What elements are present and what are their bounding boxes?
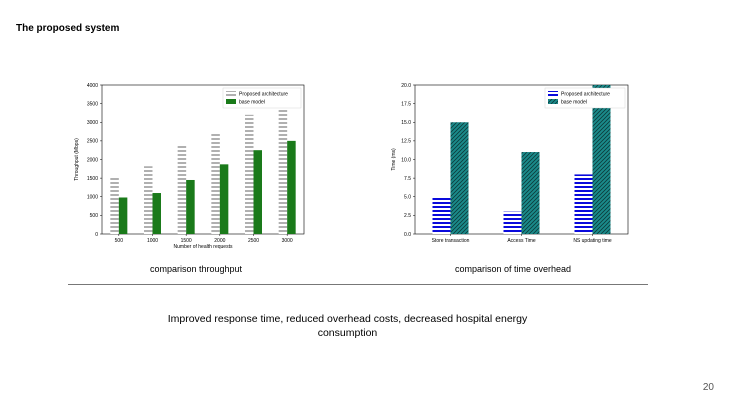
bar-proposed-architecture-2000 [211, 132, 220, 234]
bar-proposed-architecture-ns-updating-time [574, 174, 593, 234]
bar-base-model-500 [118, 197, 128, 234]
y-tick-label: 12.5 [401, 139, 411, 145]
y-tick-label: 20.0 [401, 83, 411, 89]
bar-proposed-architecture-1500 [177, 144, 187, 234]
time-overhead-chart: 0.0 2.5 5.0 7.5 10.0 12.5 15.0 17.5 20.0 Store tr… [391, 83, 629, 244]
legend-swatch [548, 99, 558, 104]
y-tick-label: 3500 [87, 101, 98, 107]
x-tick-label: Access Time [507, 238, 536, 244]
x-tick-label: 2500 [248, 238, 259, 244]
y-axis-label: Time (ms) [391, 148, 397, 171]
x-axis-label: Number of health requests [174, 244, 233, 250]
summary-text: Improved response time, reduced overhead… [167, 313, 528, 339]
legend-box [222, 87, 302, 109]
legend-swatch [226, 91, 236, 96]
legend-swatch [548, 91, 558, 96]
bar-base-model-3000 [287, 140, 296, 234]
y-tick-label: 10.0 [401, 157, 411, 163]
page-number: 20 [702, 382, 714, 393]
y-tick-label: 17.5 [401, 101, 411, 107]
bar-base-model-2000 [219, 164, 229, 234]
bar-proposed-architecture-access-time [503, 211, 522, 234]
y-tick-label: 1000 [87, 195, 98, 201]
legend-label: base model [561, 99, 587, 105]
bar-base-model-1000 [152, 193, 161, 234]
bar-proposed-architecture-2500 [245, 114, 254, 234]
x-tick-label: 500 [115, 238, 124, 244]
y-tick-label: 7.5 [404, 176, 411, 182]
legend-label: Proposed architecture [561, 91, 610, 97]
y-tick-label: 0 [95, 232, 98, 238]
bar-base-model-access-time [521, 152, 540, 234]
bar-proposed-architecture-store-transaction [432, 196, 451, 234]
bar-proposed-architecture-1000 [144, 166, 153, 234]
y-tick-label: 5.0 [404, 195, 411, 201]
bar-base-model-store-transaction [450, 122, 469, 234]
y-tick-label: 0.0 [404, 232, 411, 238]
divider [68, 284, 648, 285]
bar-base-model-1500 [186, 179, 195, 234]
caption-time-overhead: comparison of time overhead [455, 264, 572, 274]
x-tick-label: Store transaction [432, 238, 470, 244]
y-tick-label: 2.5 [404, 213, 411, 219]
legend-label: base model [239, 99, 265, 105]
throughput-chart: 0 500 1000 1500 2000 2500 3000 3500 4000 500 1000 1… [74, 83, 305, 250]
y-tick-label: 500 [90, 213, 99, 219]
bar-proposed-architecture-3000 [278, 98, 288, 234]
bar-proposed-architecture-500 [110, 177, 119, 234]
x-tick-label: 1000 [147, 238, 158, 244]
x-tick-label: 2000 [214, 238, 225, 244]
caption-throughput: comparison throughput [150, 264, 243, 274]
slide-title: The proposed system [16, 23, 120, 34]
y-tick-label: 4000 [87, 83, 98, 89]
y-tick-label: 2500 [87, 139, 98, 145]
x-tick-label: NS updating time [573, 238, 612, 244]
legend-swatch [226, 99, 236, 104]
bar-base-model-2500 [253, 150, 262, 234]
y-tick-label: 2000 [87, 157, 98, 163]
legend-box [544, 87, 626, 109]
y-tick-label: 1500 [87, 176, 98, 182]
y-tick-label: 3000 [87, 120, 98, 126]
x-tick-label: 3000 [282, 238, 293, 244]
bar-base-model-ns-updating-time [592, 85, 611, 234]
y-axis-label: Throughput (Mbps) [74, 138, 80, 181]
x-tick-label: 1500 [181, 238, 192, 244]
y-tick-label: 15.0 [401, 120, 411, 126]
legend-label: Proposed architecture [239, 91, 288, 97]
